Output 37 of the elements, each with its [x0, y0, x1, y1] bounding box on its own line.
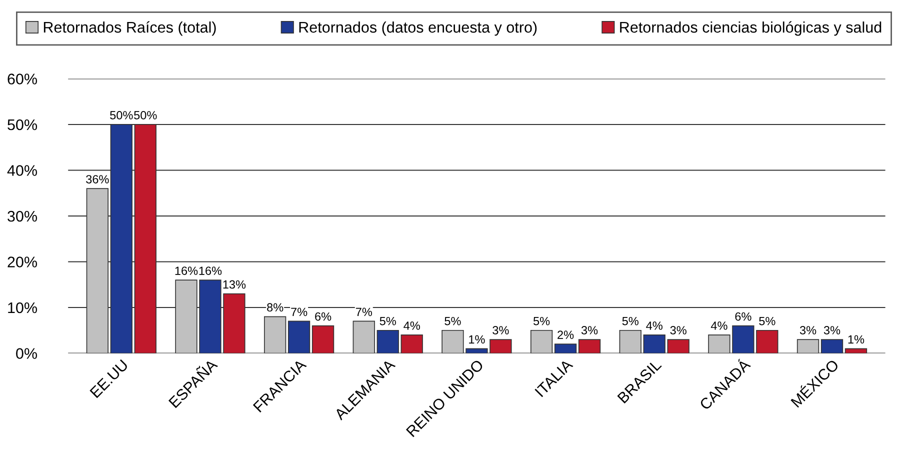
data-label: 5% — [759, 316, 776, 326]
legend-label: Retornados ciencias biológicas y salud — [620, 21, 882, 36]
y-tick-label: 40% — [7, 165, 37, 176]
legend-label: Retornados (datos encuesta y otro) — [299, 21, 537, 36]
data-label: 7% — [356, 308, 372, 316]
data-label: 36% — [86, 175, 109, 184]
data-label: 5% — [533, 316, 550, 326]
data-label: 13% — [223, 280, 246, 289]
data-label: 4% — [646, 322, 662, 330]
y-tick-label: 30% — [8, 210, 37, 222]
data-label: 1% — [848, 335, 864, 344]
y-tick-label: 60% — [8, 74, 37, 84]
data-label: 6% — [315, 312, 332, 321]
data-label: 16% — [199, 266, 222, 275]
data-label: 3% — [824, 326, 840, 334]
data-label: 5% — [380, 316, 396, 326]
data-label: 5% — [444, 316, 461, 326]
data-label: 7% — [291, 308, 308, 316]
data-label: 50% — [134, 111, 157, 120]
data-label: 50% — [110, 111, 133, 120]
data-label: 3% — [670, 326, 686, 334]
legend-label: Retornados Raíces (total) — [44, 21, 216, 36]
data-label: 8% — [267, 303, 284, 312]
data-label: 3% — [581, 326, 598, 334]
data-label: 16% — [175, 266, 198, 275]
y-tick-label: 20% — [8, 256, 37, 268]
data-label: 3% — [492, 326, 509, 334]
data-label: 4% — [710, 322, 728, 330]
data-label: 4% — [404, 322, 420, 330]
y-tick-label: 10% — [8, 302, 37, 314]
data-label: 3% — [800, 326, 816, 334]
data-label: 2% — [558, 330, 574, 339]
data-label: 1% — [469, 335, 485, 344]
y-tick-label: 0% — [16, 348, 37, 359]
data-label: 6% — [735, 312, 752, 321]
data-label: 5% — [622, 316, 638, 326]
y-tick-label: 50% — [8, 119, 37, 130]
